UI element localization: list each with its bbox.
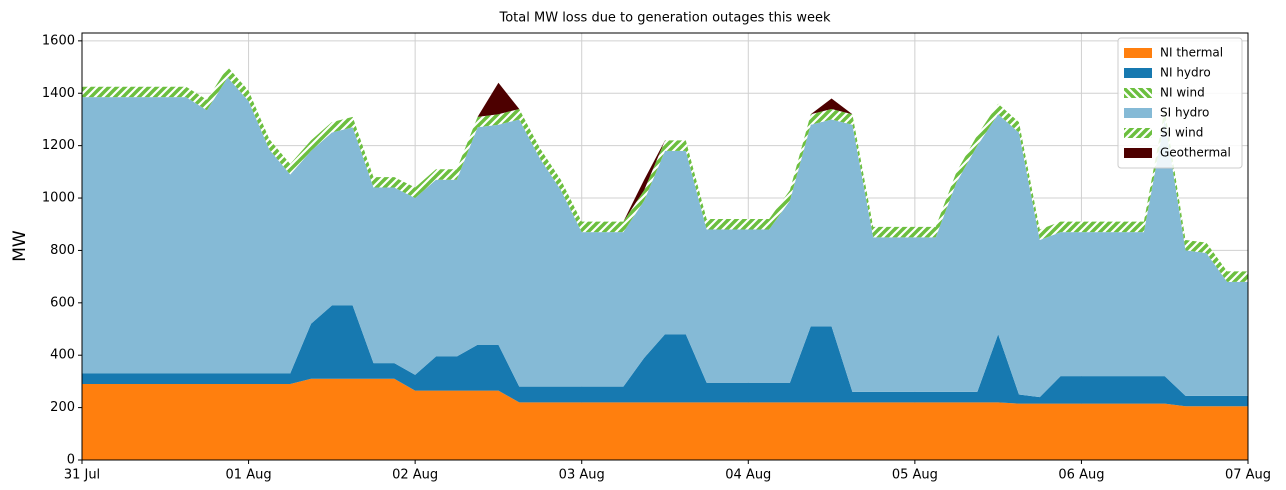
legend-swatch <box>1124 148 1152 158</box>
y-axis-label: MW <box>10 230 30 262</box>
area <box>82 305 1248 407</box>
x-tick-label: 06 Aug <box>1058 468 1104 483</box>
plot-frame <box>81 32 1249 461</box>
chart-title: Total MW loss due to generation outages … <box>499 11 831 26</box>
legend-swatch <box>1124 88 1152 98</box>
legend-label: SI hydro <box>1160 106 1209 120</box>
x-tick-label: 01 Aug <box>226 468 272 483</box>
x-tick-label: 02 Aug <box>392 468 438 483</box>
legend-swatch <box>1124 108 1152 118</box>
y-tick-label: 200 <box>50 400 75 415</box>
legend-label: Geothermal <box>1160 146 1231 160</box>
y-tick-label: 1600 <box>42 33 75 48</box>
y-tick-label: 1000 <box>42 191 75 206</box>
x-tick-label: 07 Aug <box>1225 468 1271 483</box>
legend-label: NI wind <box>1160 86 1205 100</box>
area <box>82 77 1248 398</box>
legend-label: NI hydro <box>1160 66 1211 80</box>
y-tick-label: 1200 <box>42 138 75 153</box>
x-tick-label: 03 Aug <box>559 468 605 483</box>
x-tick-label: 04 Aug <box>725 468 771 483</box>
x-tick-label: 31 Jul <box>64 468 100 483</box>
x-tick-label: 05 Aug <box>892 468 938 483</box>
legend-swatch <box>1124 68 1152 78</box>
y-tick-label: 400 <box>50 348 75 363</box>
legend-swatch <box>1124 128 1152 138</box>
y-tick-label: 600 <box>50 295 75 310</box>
y-tick-label: 800 <box>50 243 75 258</box>
legend-swatch <box>1124 48 1152 58</box>
legend-label: NI thermal <box>1160 46 1223 60</box>
y-tick-label: 0 <box>67 453 75 468</box>
y-tick-label: 1400 <box>42 86 75 101</box>
legend-label: SI wind <box>1160 126 1203 140</box>
area <box>82 378 1248 460</box>
